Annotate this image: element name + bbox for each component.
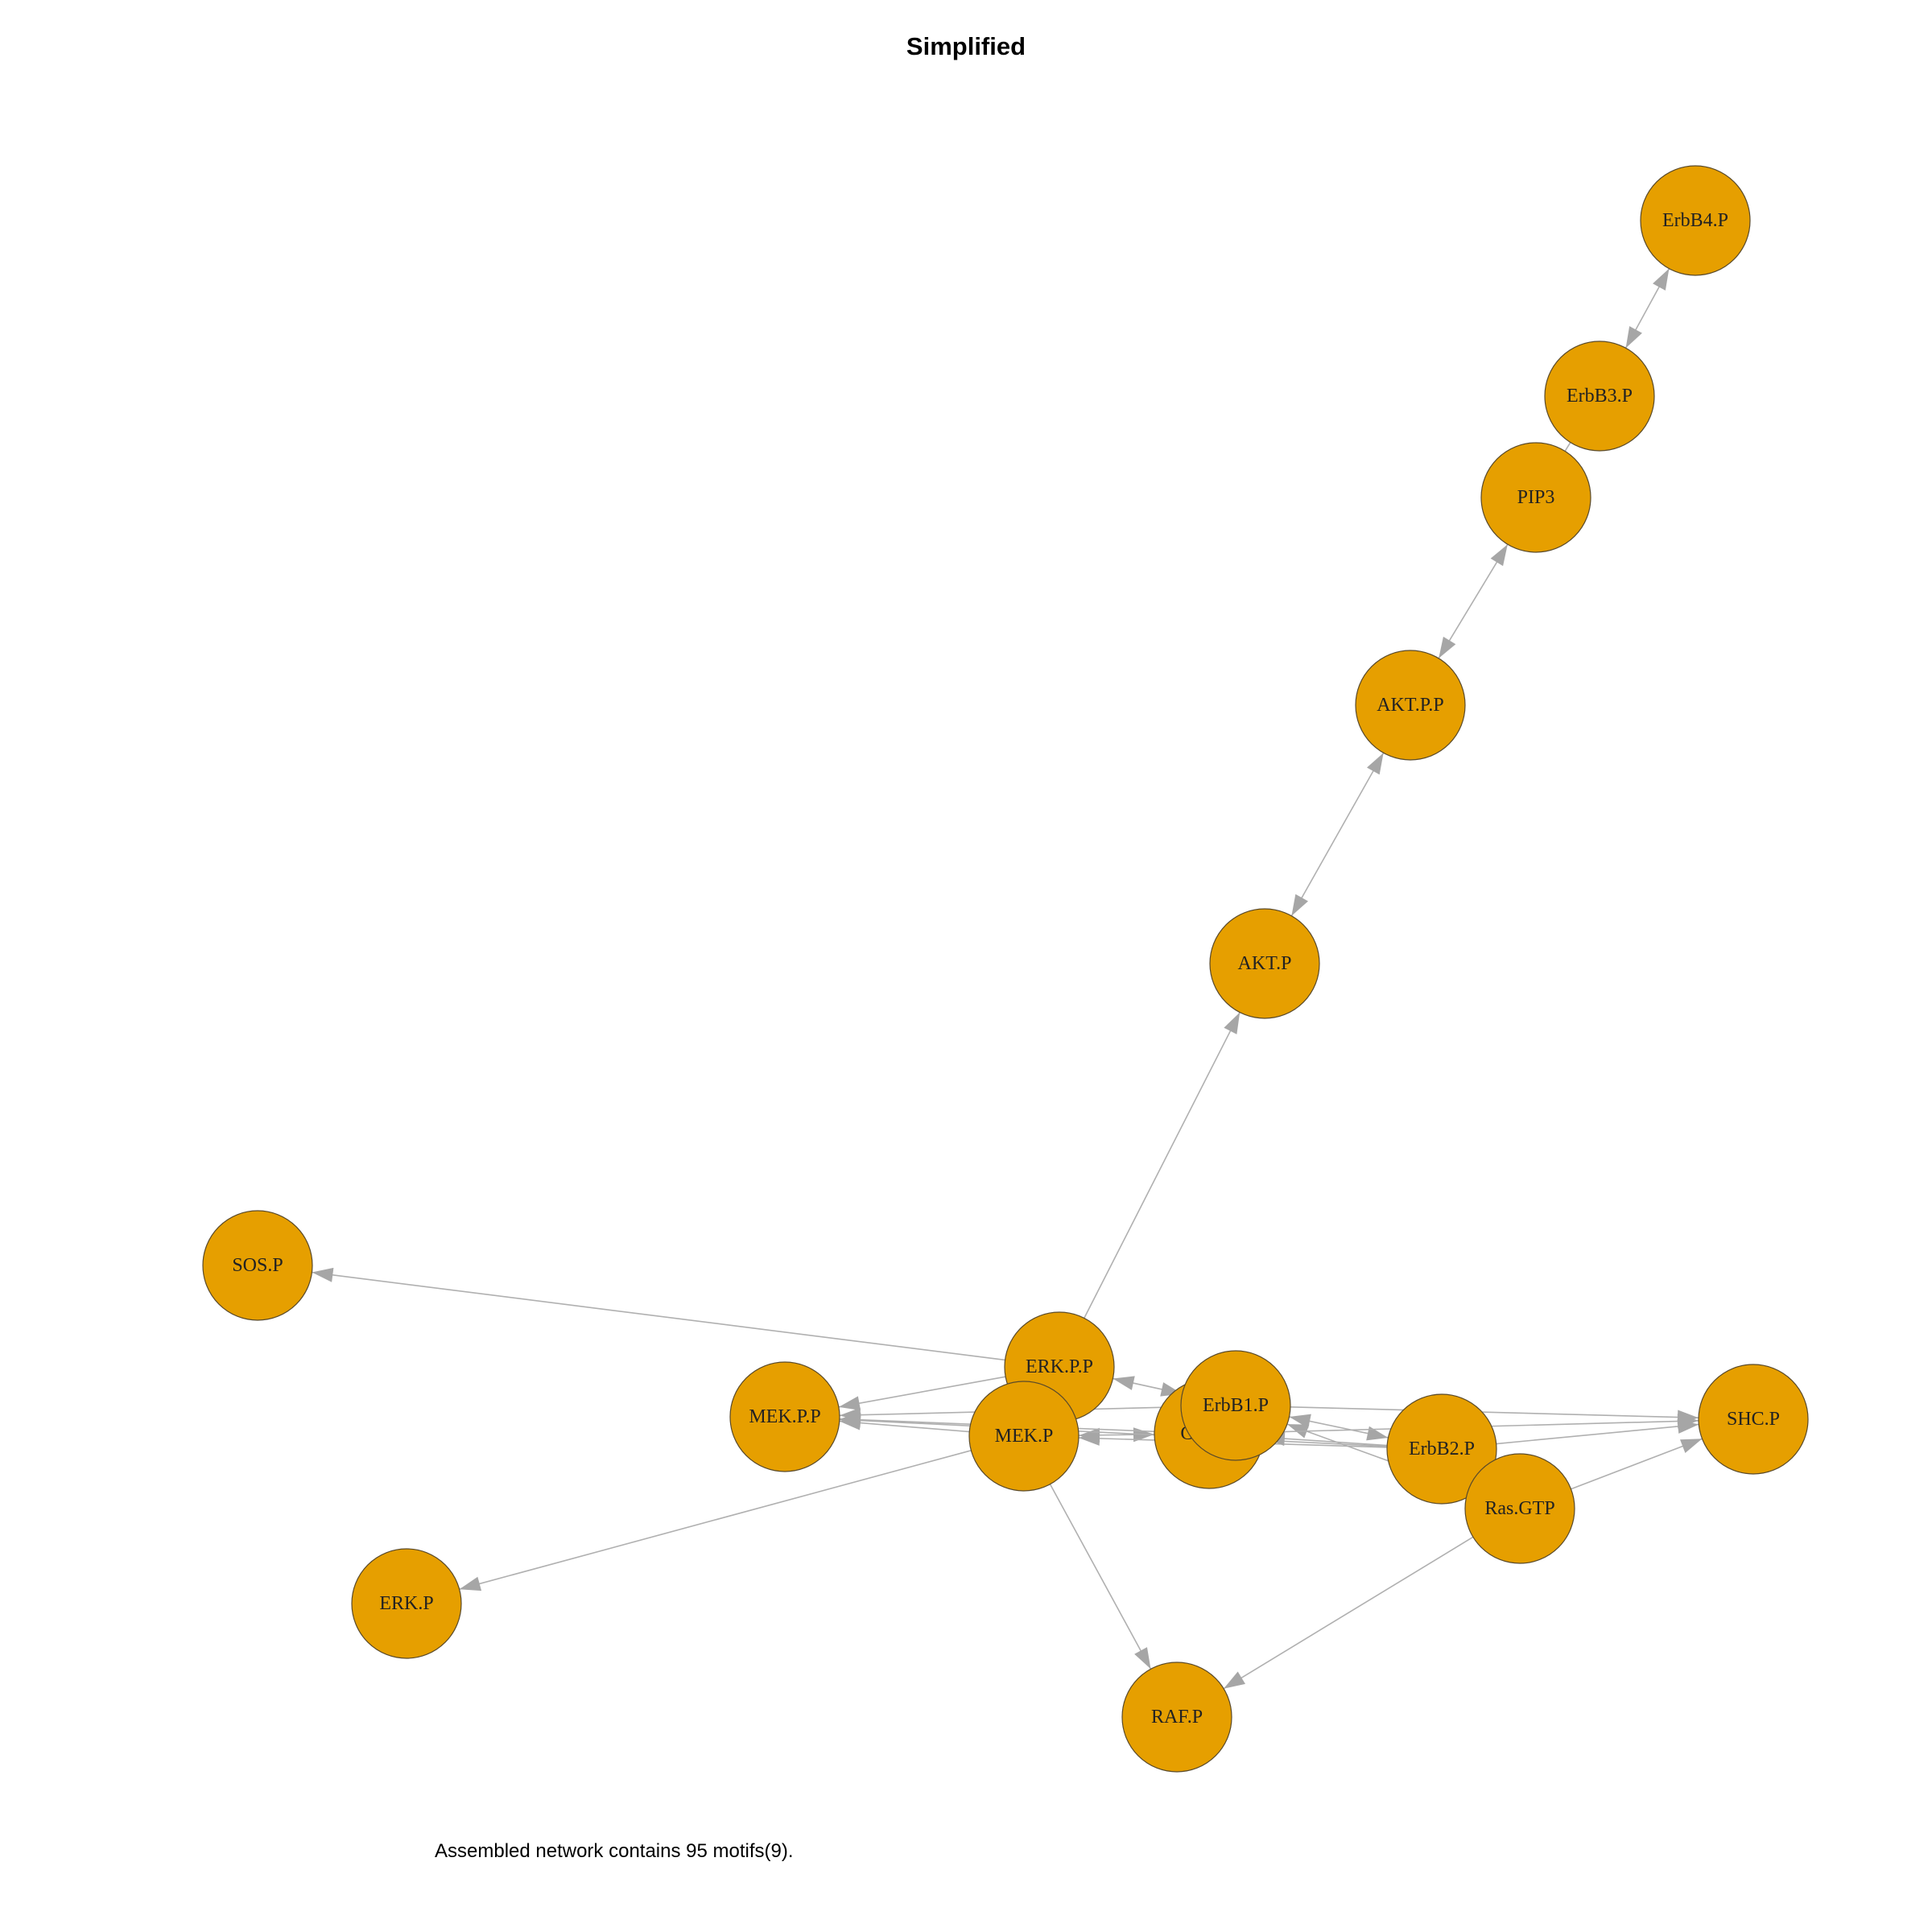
edge-akt-p-p-to-pip3-arrowtail (1439, 636, 1456, 658)
node-label-erbb4-p: ErbB4.P (1662, 210, 1728, 231)
node-label-raf-p: RAF.P (1151, 1707, 1203, 1728)
edge-erk-p-p-to-sos-p-arrowhead (312, 1267, 334, 1282)
edge-ras-gtp-to-shc-p-arrowhead (1679, 1439, 1703, 1454)
edge-erk-p-p-to-mek-p-p-arrowhead (838, 1396, 861, 1411)
node-circle-akt-p-p (1355, 650, 1466, 761)
edge-mek-p-to-mek-p-p (839, 1420, 970, 1433)
edge-erbb2-p-to-mek-p-arrowhead (1078, 1430, 1100, 1446)
node-label-erbb2-p: ErbB2.P (1409, 1439, 1475, 1459)
node-label-erk-p: ERK.P (379, 1593, 433, 1614)
node-akt-p-p: AKT.P.P (1355, 650, 1466, 761)
node-label-mek-p-p: MEK.P.P (749, 1406, 820, 1427)
node-circle-raf-p (1121, 1662, 1232, 1773)
edge-erk-p-p-to-sos-p (312, 1271, 1005, 1361)
edge-akt-p-to-akt-p-p-arrowtail (1291, 894, 1309, 916)
edge-akt-p-p-to-pip3-arrowhead (1490, 544, 1508, 567)
node-mek-p: MEK.P (968, 1381, 1080, 1492)
edge-erk-p-p-to-akt-p (1084, 1012, 1241, 1319)
node-akt-p: AKT.P (1209, 908, 1320, 1019)
edge-erk-p-p-to-erbb1-p-arrowtail (1113, 1376, 1135, 1390)
edge-akt-p-to-akt-p-p-arrowhead (1366, 753, 1384, 775)
node-circle-erbb2-p (1386, 1393, 1497, 1505)
node-pip3: PIP3 (1480, 442, 1591, 553)
edge-ras-gtp-to-raf-p (1223, 1536, 1474, 1690)
node-label-shc-p: SHC.P (1727, 1409, 1780, 1430)
edge-akt-p-to-akt-p-p (1290, 752, 1385, 917)
node-label-erk-p-p: ERK.P.P (1026, 1356, 1093, 1377)
edge-erbb3-p-to-erbb4-p-arrowtail (1625, 326, 1642, 349)
edge-mek-p-to-erk-p-arrowhead (459, 1576, 482, 1591)
node-label-akt-p: AKT.P (1238, 953, 1292, 974)
node-circle-mek-p-p (729, 1361, 840, 1472)
edge-mek-p-to-raf-p (1049, 1484, 1152, 1670)
node-circle-pip3 (1480, 442, 1591, 553)
node-ras-gtp: Ras.GTP (1464, 1453, 1575, 1564)
node-erk-p: ERK.P (351, 1548, 462, 1659)
edge-ras-gtp-to-shc-p (1571, 1438, 1703, 1490)
node-erbb1-p: ErbB1.P (1180, 1350, 1291, 1461)
node-mek-p-p: MEK.P.P (729, 1361, 840, 1472)
node-label-ras-gtp: Ras.GTP (1484, 1498, 1554, 1519)
node-circle-erbb4-p (1640, 165, 1751, 276)
nodes-layer: ErbB4.P ErbB3.P PIP3 AKT.P.P AKT.P SOS.P MEK.P… (202, 165, 1809, 1773)
edge-erk-p-p-to-mek-p-p (838, 1376, 1006, 1408)
node-erbb3-p: ErbB3.P (1544, 341, 1655, 452)
node-circle-mek-p (968, 1381, 1080, 1492)
node-circle-sos-p (202, 1210, 313, 1321)
node-label-erbb3-p: ErbB3.P (1567, 386, 1633, 407)
edge-mek-p-to-erk-p (459, 1450, 972, 1590)
node-label-pip3: PIP3 (1517, 487, 1555, 508)
edge-erbb2-p-to-mek-p-p-arrowhead (839, 1413, 861, 1428)
node-label-erbb1-p: ErbB1.P (1203, 1395, 1269, 1416)
edge-akt-p-p-to-pip3 (1438, 543, 1509, 659)
edge-erbb3-p-to-erbb4-p-arrowhead (1653, 268, 1670, 291)
edge-gab1-p-to-shc-p-arrowhead (1677, 1414, 1699, 1429)
edge-erk-p-p-to-akt-p-arrowhead (1224, 1012, 1241, 1034)
node-label-mek-p: MEK.P (995, 1426, 1054, 1447)
node-circle-erbb1-p (1180, 1350, 1291, 1461)
node-sos-p: SOS.P (202, 1210, 313, 1321)
node-label-akt-p-p: AKT.P.P (1377, 695, 1444, 716)
node-circle-akt-p (1209, 908, 1320, 1019)
edge-mek-p-to-raf-p-arrowhead (1134, 1647, 1151, 1670)
chart-title: Simplified (906, 32, 1026, 60)
node-erbb2-p: ErbB2.P (1386, 1393, 1497, 1505)
node-circle-ras-gtp (1464, 1453, 1575, 1564)
edge-erbb2-p-to-mek-p-p (839, 1418, 1388, 1447)
edge-erbb2-p-to-shc-p (1496, 1423, 1699, 1445)
node-shc-p: SHC.P (1698, 1364, 1809, 1475)
edge-pip3-to-erbb3-p (1564, 442, 1571, 452)
edge-erbb1-p-to-shc-p (1290, 1406, 1699, 1419)
edge-ras-gtp-to-raf-p-arrowhead (1224, 1671, 1245, 1689)
node-raf-p: RAF.P (1121, 1662, 1232, 1773)
network-caption: Assembled network contains 95 motifs(9). (435, 1840, 794, 1862)
node-label-sos-p: SOS.P (232, 1255, 283, 1276)
node-erbb4-p: ErbB4.P (1640, 165, 1751, 276)
node-circle-erbb3-p (1544, 341, 1655, 452)
node-circle-erk-p (351, 1548, 462, 1659)
node-circle-shc-p (1698, 1364, 1809, 1475)
